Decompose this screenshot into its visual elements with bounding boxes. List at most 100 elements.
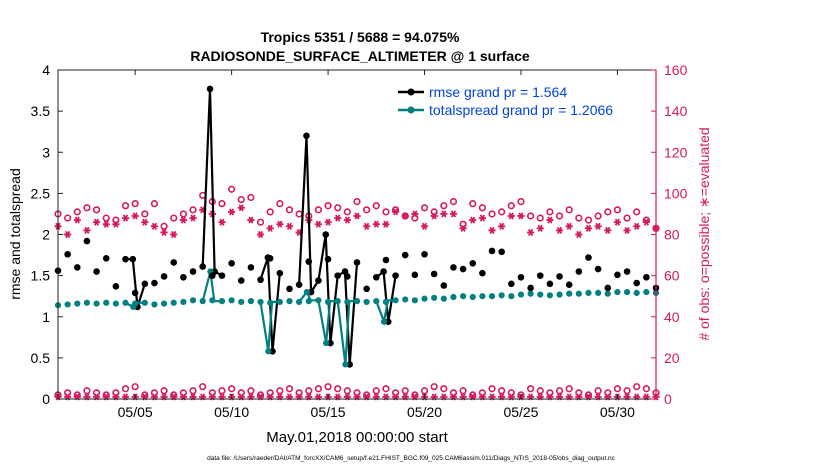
rmse-marker: [266, 255, 274, 262]
obs-possible-marker: [527, 212, 535, 220]
spread-marker: [132, 300, 139, 307]
obs-evaluated-marker: [314, 220, 323, 228]
obs-evaluated-marker: [594, 222, 602, 230]
obs-possible-marker: [565, 206, 573, 214]
rmse-marker: [189, 268, 197, 275]
rmse-marker: [228, 259, 235, 267]
spread-marker: [353, 298, 361, 305]
obs-possible-marker: [237, 195, 245, 204]
rmse-marker: [363, 285, 370, 293]
obs-possible-marker: [623, 214, 631, 222]
rmse-spike-marker: [129, 255, 137, 263]
rmse-marker: [565, 281, 573, 288]
obs-evaluated-marker: [382, 220, 390, 228]
spread-marker: [247, 298, 255, 305]
obs-evaluated-marker: [102, 220, 110, 228]
y-tick-label-left: 4: [42, 62, 50, 78]
rmse-marker: [122, 255, 129, 263]
rmse-marker: [508, 280, 515, 288]
obs-evaluated-marker: [584, 224, 593, 232]
obs-possible-marker: [141, 210, 149, 218]
obs-possible-low-marker: [536, 387, 544, 395]
rmse-marker: [199, 263, 206, 270]
spread-marker: [74, 300, 81, 307]
rmse-marker: [237, 277, 245, 284]
obs-evaluated-marker: [517, 212, 525, 220]
spread-marker: [170, 299, 177, 306]
obs-evaluated-marker: [150, 222, 159, 230]
obs-possible-low-marker: [642, 385, 650, 393]
obs-evaluated-marker: [189, 214, 197, 222]
obs-evaluated-marker: [363, 222, 371, 230]
rmse-marker: [633, 279, 641, 287]
obs-possible-marker: [498, 208, 506, 216]
spread-marker: [296, 298, 303, 306]
rmse-marker: [594, 265, 602, 273]
obs-possible-marker: [150, 200, 159, 208]
spread-marker: [498, 292, 505, 299]
chart-subtitle: RADIOSONDE_SURFACE_ALTIMETER @ 1 surface: [190, 48, 530, 64]
y-tick-label-left: 0: [42, 391, 50, 407]
spread-marker: [324, 298, 332, 306]
rmse-marker: [151, 279, 158, 287]
spread-spike-marker: [265, 348, 272, 355]
obs-possible-marker: [160, 222, 168, 230]
obs-possible-marker: [247, 193, 255, 202]
spread-marker: [112, 300, 119, 307]
rmse-marker: [344, 273, 351, 280]
rmse-marker: [575, 268, 583, 275]
obs-evaluated-marker: [256, 230, 265, 239]
spread-spike-marker: [342, 361, 349, 368]
obs-evaluated-marker: [449, 210, 458, 218]
obs-evaluated-marker: [459, 224, 467, 232]
rmse-spike-line: [375, 269, 397, 322]
spread-marker: [421, 295, 428, 302]
obs-evaluated-marker: [565, 222, 573, 230]
spread-marker: [595, 289, 602, 296]
y-tick-label-right: 20: [664, 350, 680, 366]
spread-marker: [373, 298, 380, 305]
spread-marker: [189, 297, 197, 304]
y-tick-label-left: 1: [42, 309, 50, 325]
obs-evaluated-marker: [604, 226, 612, 234]
spread-marker: [334, 298, 341, 305]
obs-possible-marker: [536, 214, 544, 222]
obs-evaluated-marker: [228, 208, 236, 216]
obs-possible-marker: [372, 202, 380, 210]
legend-rmse-label: rmse grand pr = 1.564: [429, 84, 567, 100]
rmse-marker: [372, 273, 380, 281]
obs-possible-marker: [353, 198, 361, 206]
obs-evaluated-marker: [83, 226, 91, 234]
rmse-marker: [83, 237, 91, 245]
rmse-marker: [315, 277, 322, 284]
spread-marker: [488, 293, 496, 300]
rmse-spike-line: [298, 135, 320, 296]
rmse-marker: [536, 272, 544, 279]
obs-possible-low-marker: [343, 387, 351, 395]
obs-evaluated-marker: [411, 210, 419, 218]
obs-possible-low-marker: [160, 387, 168, 395]
obs-possible-marker: [179, 210, 187, 218]
obs-possible-marker: [584, 216, 593, 224]
rmse-marker: [334, 272, 342, 279]
spread-marker: [151, 301, 158, 308]
rmse-marker: [498, 248, 505, 256]
y-tick-label-left: 2.5: [31, 185, 51, 201]
spread-marker: [276, 298, 283, 306]
obs-evaluated-marker: [498, 222, 506, 230]
spread-marker: [228, 297, 235, 304]
x-tick-label: 05/10: [214, 404, 249, 420]
spread-marker: [440, 295, 447, 302]
rmse-marker: [527, 284, 534, 292]
spread-spike-line: [336, 300, 357, 365]
obs-evaluated-marker: [353, 212, 361, 220]
obs-evaluated-marker: [141, 218, 149, 226]
obs-evaluated-marker: [237, 204, 245, 212]
obs-possible-marker: [594, 212, 602, 220]
obs-evaluated-marker: [391, 208, 400, 216]
rmse-marker: [170, 259, 178, 266]
spread-marker: [459, 293, 467, 300]
rmse-marker: [430, 270, 438, 278]
obs-possible-marker: [218, 200, 226, 208]
